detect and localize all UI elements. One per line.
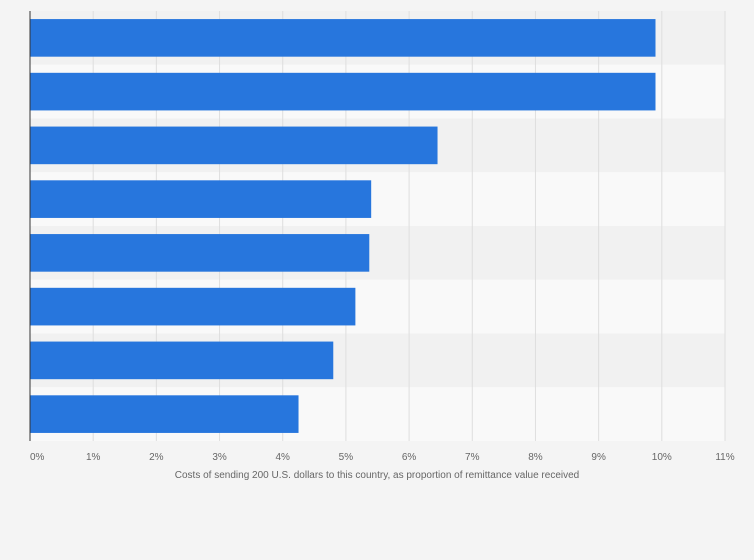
x-axis-label: Costs of sending 200 U.S. dollars to thi…: [175, 470, 579, 481]
bar[interactable]: [30, 180, 372, 218]
bar[interactable]: [30, 395, 299, 433]
x-tick-label: 4%: [276, 452, 291, 463]
x-tick-label: 8%: [528, 452, 543, 463]
bars: [30, 19, 656, 433]
x-tick-label: 6%: [402, 452, 417, 463]
x-tick-label: 2%: [149, 452, 164, 463]
bar[interactable]: [30, 341, 334, 380]
bar[interactable]: [30, 287, 356, 326]
bar[interactable]: [30, 234, 370, 272]
bar[interactable]: [30, 72, 656, 111]
x-tick-label: 9%: [591, 452, 606, 463]
x-tick-label: 3%: [212, 452, 227, 463]
x-tick-labels: 0% 1% 2% 3% 4% 5% 6% 7% 8% 9% 10% 11%: [30, 452, 735, 463]
x-tick-label: 0%: [30, 452, 45, 463]
x-tick-label: 1%: [86, 452, 101, 463]
x-tick-label: 5%: [339, 452, 354, 463]
x-tick-label: 7%: [465, 452, 480, 463]
bar[interactable]: [30, 19, 656, 57]
bar[interactable]: [30, 126, 438, 165]
x-tick-label: 10%: [652, 452, 672, 463]
x-tick-label: 11%: [715, 452, 734, 463]
